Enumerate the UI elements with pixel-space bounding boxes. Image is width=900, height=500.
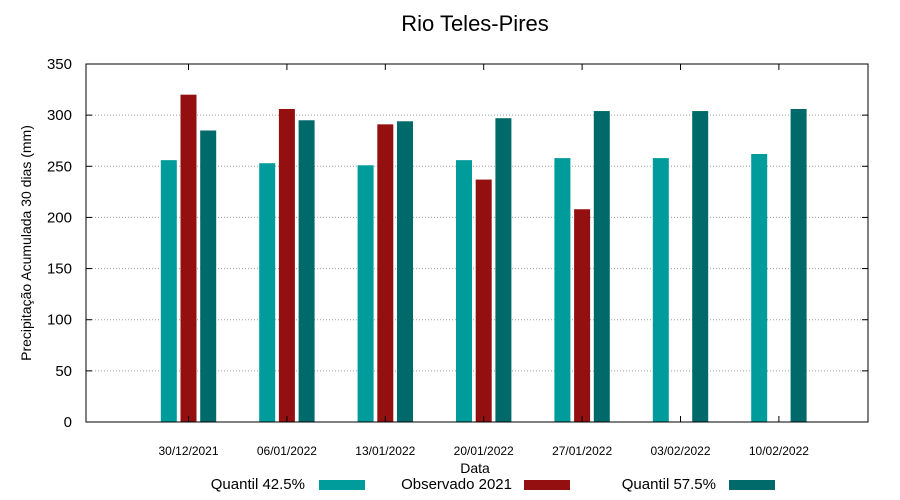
legend: Quantil 42.5% Observado 2021 Quantil 57.5% [211, 476, 775, 493]
x-tick-label: 30/12/2021 [158, 444, 218, 458]
y-axis-label: Precipitação Acumulada 30 dias (mm) [18, 125, 34, 361]
bar-observado-2021 [377, 124, 394, 422]
bar-quantil-42-5 [456, 160, 472, 423]
legend-label: Quantil 57.5% [622, 476, 716, 493]
plot-frame [85, 63, 869, 423]
x-tick-label: 10/02/2022 [749, 444, 809, 458]
bar-quantil-57-5 [692, 111, 709, 423]
y-tick-label: 350 [47, 56, 72, 73]
bar-quantil-57-5 [593, 111, 610, 423]
bar-observado-2021 [574, 209, 591, 422]
y-tick-label: 200 [47, 209, 72, 226]
x-axis-label: Data [460, 460, 490, 476]
legend-swatch [729, 480, 775, 490]
bar-quantil-57-5 [200, 130, 217, 422]
y-tick-label: 250 [47, 158, 72, 175]
bar-quantil-42-5 [357, 165, 374, 422]
bar-quantil-42-5 [751, 154, 768, 423]
x-tick-label: 13/01/2022 [355, 444, 415, 458]
bar-quantil-42-5 [652, 158, 669, 423]
bar-observado-2021 [475, 179, 492, 422]
legend-label: Observado 2021 [401, 476, 512, 493]
y-axis-ticks: 0 50 100 150 200 250 300 350 [47, 56, 868, 431]
legend-swatch [319, 480, 365, 490]
bar-quantil-42-5 [259, 163, 276, 422]
bars [160, 94, 807, 423]
y-tick-label: 50 [55, 363, 72, 380]
x-tick-label: 03/02/2022 [650, 444, 710, 458]
x-tick-label: 27/01/2022 [552, 444, 612, 458]
chart-title: Rio Teles-Pires [401, 11, 549, 36]
x-tick-label: 06/01/2022 [257, 444, 317, 458]
y-tick-label: 150 [47, 261, 72, 278]
bar-quantil-57-5 [495, 118, 512, 422]
y-tick-label: 100 [47, 312, 72, 329]
y-tick-label: 0 [64, 414, 72, 431]
legend-label: Quantil 42.5% [211, 476, 305, 493]
bar-quantil-57-5 [790, 109, 807, 423]
bar-quantil-42-5 [160, 160, 177, 423]
bar-observado-2021 [278, 109, 295, 423]
y-tick-label: 300 [47, 107, 72, 124]
legend-swatch [524, 480, 570, 490]
bar-quantil-42-5 [554, 158, 571, 423]
bar-quantil-57-5 [397, 121, 413, 422]
x-tick-label: 20/01/2022 [454, 444, 514, 458]
bar-quantil-57-5 [298, 120, 315, 422]
x-axis-ticks: 30/12/2021 06/01/2022 13/01/2022 20/01/2022… [158, 64, 809, 458]
bar-observado-2021 [180, 94, 197, 422]
